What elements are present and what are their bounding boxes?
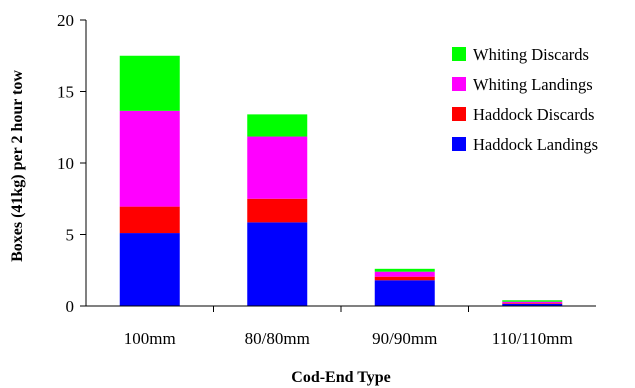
legend-swatch-haddock-landings — [452, 137, 466, 151]
bar-90-90mm-haddock-discards — [374, 276, 435, 281]
legend-swatch-whiting-discards — [452, 47, 466, 61]
bar-80-80mm-whiting-landings — [247, 136, 308, 199]
y-tick-label-0: 0 — [66, 297, 75, 316]
bar-110-110mm-whiting-landings — [502, 301, 563, 304]
bar-100mm-whiting-landings — [119, 110, 180, 207]
x-tick-label-110-110mm: 110/110mm — [492, 329, 573, 348]
bar-80-80mm-whiting-discards — [247, 114, 308, 137]
y-tick-label-5: 5 — [66, 226, 75, 245]
bar-90-90mm-haddock-landings — [374, 280, 435, 306]
bar-80-80mm-haddock-discards — [247, 198, 308, 223]
y-tick-label-15: 15 — [57, 83, 74, 102]
y-axis-title: Boxes (41kg) per 2 hour tow — [9, 70, 26, 262]
legend: Whiting Discards Whiting Landings Haddock … — [452, 45, 598, 154]
y-axis-ticks: 0 5 10 15 20 — [57, 11, 86, 316]
legend-label-whiting-landings: Whiting Landings — [473, 75, 593, 94]
x-tick-label-90-90mm: 90/90mm — [372, 329, 437, 348]
x-tick-label-100mm: 100mm — [124, 329, 176, 348]
x-tick-label-80-80mm: 80/80mm — [245, 329, 310, 348]
y-tick-label-10: 10 — [57, 154, 74, 173]
x-axis-title: Cod-End Type — [291, 369, 390, 386]
bar-100mm-whiting-discards — [119, 55, 180, 111]
bar-100mm-haddock-landings — [119, 233, 180, 306]
bar-90-90mm-whiting-discards — [374, 268, 435, 272]
bar-100mm-haddock-discards — [119, 206, 180, 234]
bar-90-90mm-whiting-landings — [374, 271, 435, 277]
bar-110-110mm-haddock-discards — [502, 303, 563, 304]
legend-label-haddock-discards: Haddock Discards — [473, 105, 594, 124]
bar-80-80mm-haddock-landings — [247, 222, 308, 306]
legend-label-haddock-landings: Haddock Landings — [473, 135, 598, 154]
legend-swatch-whiting-landings — [452, 77, 466, 91]
bars-group — [119, 55, 563, 306]
bar-110-110mm-whiting-discards — [502, 300, 563, 302]
y-tick-label-20: 20 — [57, 11, 74, 30]
bar-110-110mm-haddock-landings — [502, 303, 563, 306]
legend-swatch-haddock-discards — [452, 107, 466, 121]
legend-label-whiting-discards: Whiting Discards — [473, 45, 589, 64]
x-axis-ticks: 100mm 80/80mm 90/90mm 110/110mm — [124, 306, 573, 348]
